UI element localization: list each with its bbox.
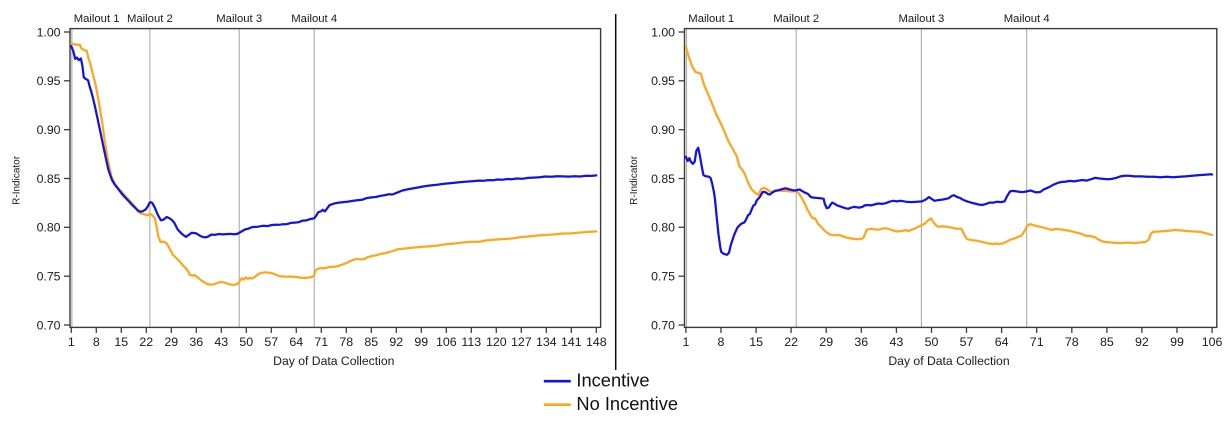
svg-text:0.75: 0.75	[651, 270, 675, 284]
svg-text:Mailout 3: Mailout 3	[898, 13, 944, 25]
svg-text:22: 22	[784, 335, 798, 349]
svg-text:134: 134	[536, 335, 557, 349]
svg-text:15: 15	[749, 335, 763, 349]
svg-text:113: 113	[461, 335, 481, 349]
svg-text:No Incentive: No Incentive	[576, 393, 678, 414]
svg-text:0.80: 0.80	[37, 221, 61, 235]
svg-text:127: 127	[511, 335, 532, 349]
svg-text:Mailout 1: Mailout 1	[688, 13, 734, 25]
svg-text:R-Indicator: R-Indicator	[12, 155, 23, 205]
svg-text:Mailout 4: Mailout 4	[291, 13, 337, 25]
svg-text:Day of Data Collection: Day of Data Collection	[888, 354, 1009, 368]
svg-text:Mailout 4: Mailout 4	[1004, 13, 1050, 25]
svg-text:85: 85	[1100, 335, 1114, 349]
svg-text:141: 141	[561, 335, 582, 349]
svg-text:57: 57	[264, 335, 278, 349]
svg-text:92: 92	[389, 335, 403, 349]
svg-text:64: 64	[995, 335, 1009, 349]
svg-text:99: 99	[414, 335, 428, 349]
svg-text:R-Indicator: R-Indicator	[629, 155, 640, 205]
svg-text:92: 92	[1135, 335, 1149, 349]
svg-text:78: 78	[339, 335, 353, 349]
svg-text:120: 120	[486, 335, 507, 349]
svg-text:106: 106	[436, 335, 457, 349]
svg-text:0.75: 0.75	[37, 270, 61, 284]
svg-text:1: 1	[68, 335, 75, 349]
svg-text:Day of Data Collection: Day of Data Collection	[273, 354, 394, 368]
svg-text:15: 15	[114, 335, 128, 349]
svg-text:1.00: 1.00	[37, 25, 61, 39]
svg-text:43: 43	[214, 335, 228, 349]
svg-text:71: 71	[314, 335, 328, 349]
svg-text:29: 29	[819, 335, 833, 349]
svg-text:0.90: 0.90	[37, 123, 61, 137]
svg-text:64: 64	[289, 335, 303, 349]
svg-text:0.80: 0.80	[651, 221, 675, 235]
svg-text:22: 22	[139, 335, 153, 349]
svg-text:Mailout 2: Mailout 2	[773, 13, 819, 25]
svg-text:78: 78	[1065, 335, 1079, 349]
svg-text:Mailout 3: Mailout 3	[216, 13, 262, 25]
svg-text:1.00: 1.00	[651, 25, 675, 39]
svg-text:0.85: 0.85	[651, 172, 675, 186]
svg-text:50: 50	[239, 335, 253, 349]
svg-text:1: 1	[682, 335, 689, 349]
svg-text:Mailout 1: Mailout 1	[74, 13, 120, 25]
svg-text:57: 57	[960, 335, 974, 349]
svg-text:85: 85	[364, 335, 378, 349]
svg-text:71: 71	[1030, 335, 1044, 349]
svg-text:0.70: 0.70	[37, 318, 61, 332]
svg-text:8: 8	[93, 335, 100, 349]
svg-text:50: 50	[925, 335, 939, 349]
svg-text:8: 8	[718, 335, 725, 349]
svg-text:36: 36	[854, 335, 868, 349]
svg-text:0.90: 0.90	[651, 123, 675, 137]
svg-text:0.85: 0.85	[37, 172, 61, 186]
svg-text:0.95: 0.95	[37, 74, 61, 88]
svg-text:Mailout 2: Mailout 2	[127, 13, 173, 25]
svg-text:29: 29	[164, 335, 178, 349]
svg-text:148: 148	[586, 335, 607, 349]
svg-text:36: 36	[189, 335, 203, 349]
svg-text:99: 99	[1170, 335, 1184, 349]
svg-text:0.70: 0.70	[651, 318, 675, 332]
svg-text:106: 106	[1202, 335, 1223, 349]
svg-text:43: 43	[890, 335, 904, 349]
svg-text:0.95: 0.95	[651, 74, 675, 88]
svg-text:Incentive: Incentive	[576, 370, 649, 391]
